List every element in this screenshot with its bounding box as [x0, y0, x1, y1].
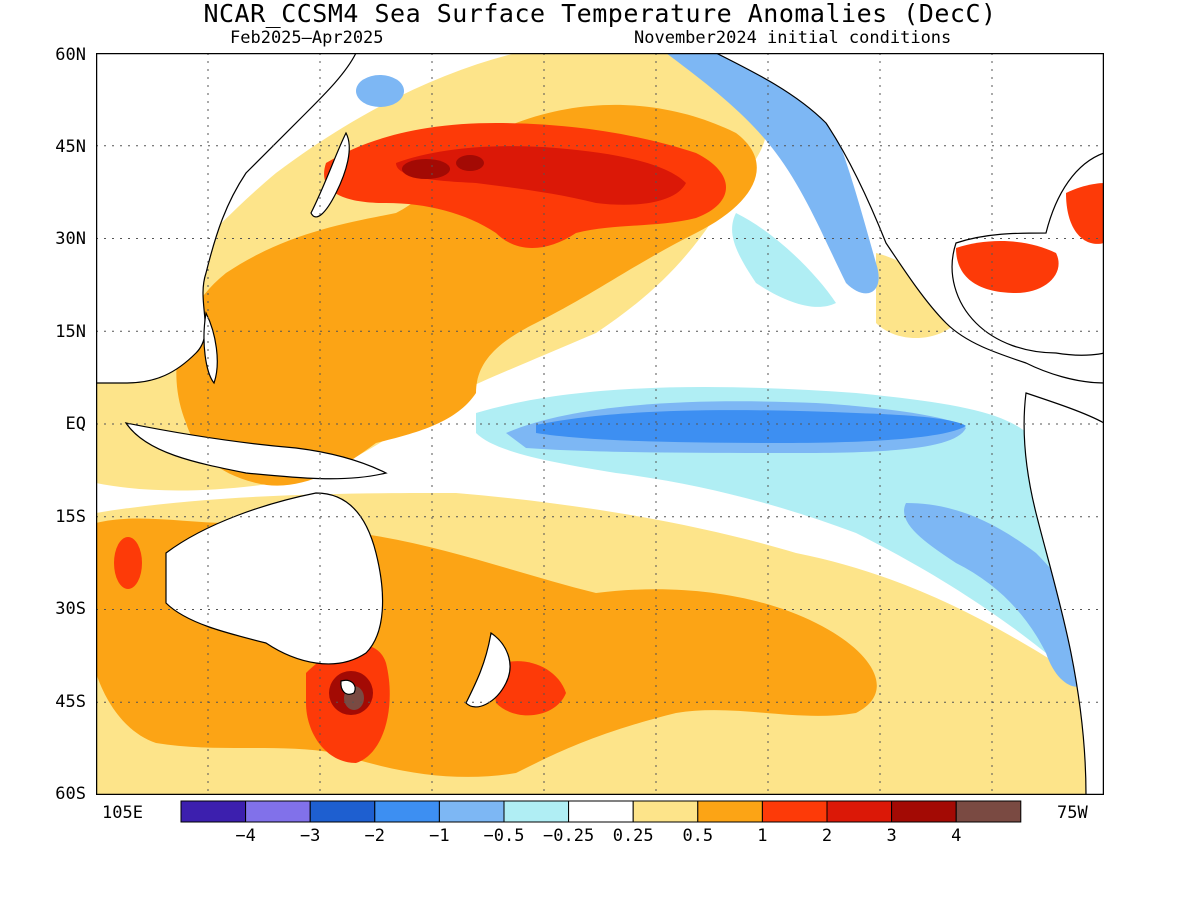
lat-label: EQ: [65, 414, 86, 434]
map-title: NCAR_CCSM4 Sea Surface Temperature Anoma…: [203, 0, 997, 28]
anomaly-region-3b: [456, 155, 484, 171]
colorbar-swatch: [374, 800, 440, 823]
colorbar-swatch: [568, 800, 634, 823]
colorbar-tick-label: −2: [364, 826, 386, 846]
colorbar-tick-label: 2: [821, 826, 833, 846]
colorbar-tick-label: −0.25: [543, 826, 595, 846]
colorbar-tick-label: 0.5: [682, 826, 714, 846]
colorbar-swatch: [826, 800, 893, 823]
lat-label: 15S: [55, 507, 86, 527]
lat-label: 45N: [55, 137, 86, 157]
colorbar-swatch: [955, 800, 1022, 823]
colorbar-tick-label: −3: [299, 826, 321, 846]
subtitle-init: November2024 initial conditions: [634, 28, 952, 48]
anomaly-region-025-east: [876, 253, 956, 338]
colorbar-tick-label: −4: [235, 826, 256, 846]
anomaly-region-neg05-se: [904, 503, 1089, 687]
anomaly-region-neg05-nw: [356, 75, 404, 107]
anomaly-region-neg025: [476, 387, 1104, 703]
land-indonesia: [124, 422, 388, 480]
colorbar-swatch: [245, 800, 311, 823]
lat-label: 60N: [55, 45, 86, 65]
colorbar-swatch: [761, 800, 828, 823]
colorbar-swatch: [309, 800, 376, 823]
anomaly-region-1-atlantic-n: [1066, 183, 1104, 244]
colorbar: [180, 800, 1022, 823]
land-australia: [165, 492, 384, 665]
colorbar-tick-label: 4: [951, 826, 962, 846]
anomaly-region-1-nz: [491, 661, 566, 716]
lat-label: 15N: [55, 322, 86, 342]
anomaly-region-1-atlantic: [956, 241, 1059, 293]
anomaly-region-neg1: [536, 410, 966, 443]
land-south-america: [1023, 392, 1104, 795]
lon-label-right: 75W: [1057, 803, 1088, 823]
sst-anomaly-map: [96, 53, 1104, 795]
colorbar-swatch: [180, 800, 247, 823]
land-asia: [96, 53, 357, 384]
lat-label: 30S: [55, 599, 86, 619]
colorbar-swatch: [438, 800, 505, 823]
land-philippines: [203, 311, 218, 385]
land-new-zealand: [465, 631, 511, 708]
land-tasmania: [340, 679, 356, 695]
land-north-america: [715, 53, 1104, 384]
anomaly-region-neg025-ne: [732, 213, 836, 307]
map-frame: [96, 53, 1104, 795]
anomaly-region-3: [402, 159, 450, 179]
lon-label-left: 105E: [102, 803, 143, 823]
colorbar-swatch: [697, 800, 763, 823]
colorbar-swatch: [632, 800, 699, 823]
anomaly-region-1-west: [114, 537, 142, 589]
colorbar-tick-label: 3: [886, 826, 897, 846]
subtitle-period: Feb2025–Apr2025: [230, 28, 384, 48]
colorbar-tick-label: −0.5: [483, 826, 525, 846]
colorbar-tick-label: 1: [757, 826, 768, 846]
colorbar-swatch: [503, 800, 570, 823]
lat-label: 60S: [55, 784, 86, 804]
lat-label: 45S: [55, 692, 86, 712]
lat-label: 30N: [55, 229, 86, 249]
colorbar-tick-label: −1: [429, 826, 450, 846]
colorbar-tick-label: 0.25: [612, 826, 654, 846]
colorbar-swatch: [891, 800, 957, 823]
graticule: [96, 53, 1104, 795]
land-japan: [310, 131, 350, 218]
